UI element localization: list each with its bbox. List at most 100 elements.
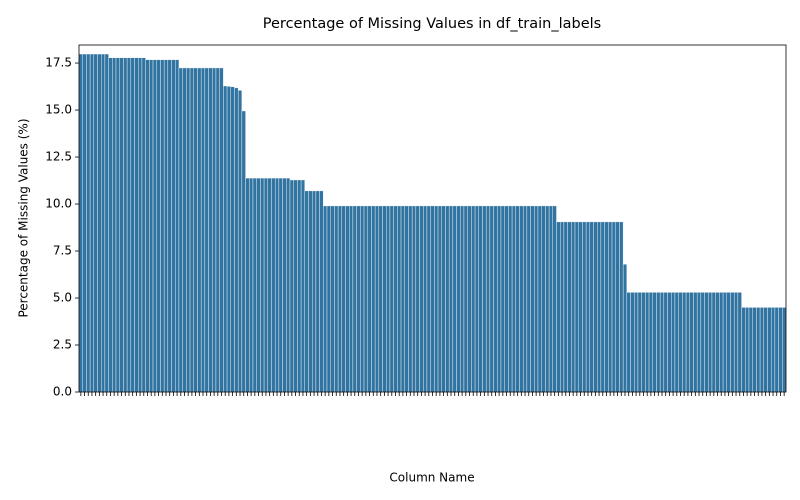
bar [241,110,246,393]
bar [615,221,620,393]
bar [541,205,546,393]
bar [630,292,635,393]
bar [237,90,243,393]
bar [711,292,716,393]
bar [193,67,198,393]
bar [289,179,294,393]
bar [82,53,87,393]
bar [386,205,391,393]
bar [585,221,591,393]
bar [756,307,761,393]
bar [563,221,568,393]
bar [411,205,417,393]
bar [330,205,335,393]
bar [252,177,257,393]
bar [648,292,653,393]
bar [189,67,194,393]
y-tick-label: 5.0 [53,291,72,305]
bar [267,177,272,393]
bar [134,57,139,393]
bar [204,67,209,393]
bar [778,307,783,393]
bar [696,292,702,393]
bar [500,205,505,393]
bar [341,205,346,393]
bar [393,205,398,393]
bar [352,205,357,393]
bar [578,221,583,393]
bar [708,292,713,393]
bar [219,67,224,393]
bar [463,205,468,393]
bar [256,177,261,393]
bar [141,57,146,393]
bar [149,59,154,393]
bar [745,307,750,393]
bar [770,307,776,393]
bar [774,307,779,393]
bar [574,221,579,393]
bar [282,177,287,393]
bar [600,221,605,393]
bar [152,59,157,393]
bar [700,292,705,393]
bar [108,57,113,393]
bar [471,205,476,393]
bar [722,292,727,393]
bar [730,292,735,393]
bar [93,53,98,393]
bar [741,307,746,393]
bar [530,205,535,393]
bar [482,205,487,393]
bar [415,205,420,393]
y-tick-label: 0.0 [53,385,72,399]
bar [182,67,187,393]
bar [374,205,380,393]
bar [474,205,479,393]
bar [78,53,83,393]
bar [674,292,679,393]
bar [156,59,161,393]
bar [645,292,650,393]
bar [430,205,435,393]
bar [234,87,239,393]
bar [504,205,509,393]
bar [567,221,572,393]
bar [175,59,180,393]
bar [400,205,405,393]
bar [437,205,442,393]
bar [467,205,472,393]
bar [537,205,542,393]
bar [682,292,687,393]
bar [86,53,91,393]
bar [719,292,724,393]
bar [489,205,494,393]
bar [685,292,690,393]
bar [622,263,628,393]
bar [160,59,165,393]
bar [300,179,305,393]
bar [608,221,613,393]
y-tick-label: 17.5 [45,56,72,70]
y-tick-label: 7.5 [53,244,72,258]
bar [119,57,124,393]
y-tick-label: 15.0 [45,103,72,117]
bar [326,205,331,393]
bar [382,205,387,393]
bar [611,221,616,393]
bar [456,205,461,393]
bar [260,177,265,393]
bar [571,221,576,393]
bar [656,292,661,393]
bar [534,205,539,393]
bar [634,292,639,393]
bar [626,292,631,393]
bar [478,205,483,393]
bar [249,177,254,393]
bar [97,53,102,393]
bar [659,292,665,393]
bar [208,67,213,393]
bar [715,292,720,393]
bar [363,205,368,393]
